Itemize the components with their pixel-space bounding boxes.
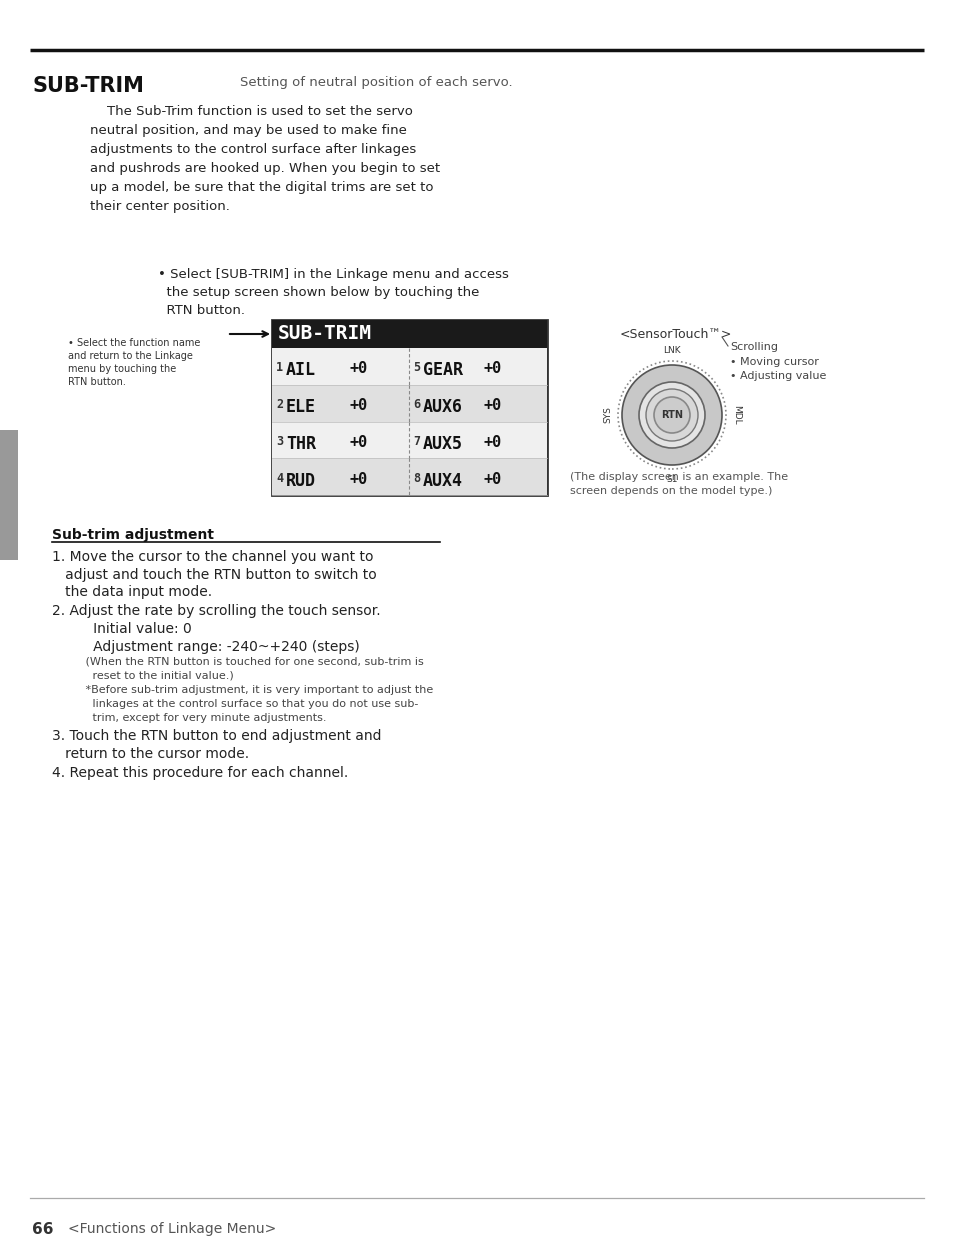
Text: • Moving cursor: • Moving cursor [729,357,818,367]
Text: RUD: RUD [286,472,315,489]
Text: Setting of neutral position of each servo.: Setting of neutral position of each serv… [240,76,512,89]
Text: MDL: MDL [731,405,740,425]
Text: RTN button.: RTN button. [68,377,126,387]
Bar [0,430,18,560]
Text: +0: +0 [350,362,368,377]
Text: RTN button.: RTN button. [158,304,245,317]
Text: AUX6: AUX6 [422,398,462,417]
Text: 66: 66 [32,1222,53,1237]
Text: The Sub-Trim function is used to set the servo: The Sub-Trim function is used to set the… [90,105,413,118]
Text: SUB-TRIM: SUB-TRIM [32,76,144,96]
Text: • Select [SUB-TRIM] in the Linkage menu and access: • Select [SUB-TRIM] in the Linkage menu … [158,268,508,281]
Text: 1. Move the cursor to the channel you want to: 1. Move the cursor to the channel you wa… [52,550,374,564]
Text: <Functions of Linkage Menu>: <Functions of Linkage Menu> [68,1222,276,1236]
Text: trim, except for very minute adjustments.: trim, except for very minute adjustments… [75,713,326,723]
Text: neutral position, and may be used to make fine: neutral position, and may be used to mak… [90,124,406,138]
Text: AUX5: AUX5 [422,435,462,453]
Text: Sub-trim adjustment: Sub-trim adjustment [52,528,213,542]
Bar [272,320,546,348]
Text: and pushrods are hooked up. When you begin to set: and pushrods are hooked up. When you beg… [90,161,439,175]
Text: Initial value: 0: Initial value: 0 [80,622,192,636]
Text: 3: 3 [275,435,283,448]
Text: 6: 6 [413,398,419,412]
Text: 2. Adjust the rate by scrolling the touch sensor.: 2. Adjust the rate by scrolling the touc… [52,604,380,618]
Text: 4. Repeat this procedure for each channel.: 4. Repeat this procedure for each channe… [52,766,348,781]
Text: SYS: SYS [602,407,612,423]
Text: Scrolling: Scrolling [729,342,778,352]
Bar [272,458,546,495]
Text: *Before sub-trim adjustment, it is very important to adjust the: *Before sub-trim adjustment, it is very … [75,686,433,696]
Text: the data input mode.: the data input mode. [52,585,212,599]
Circle shape [654,397,689,433]
Text: adjust and touch the RTN button to switch to: adjust and touch the RTN button to switc… [52,568,376,582]
Text: 2: 2 [275,398,283,412]
Circle shape [645,389,698,442]
Text: menu by touching the: menu by touching the [68,364,176,374]
Text: AUX4: AUX4 [422,472,462,489]
Circle shape [639,382,704,448]
Text: +0: +0 [483,472,501,487]
Text: the setup screen shown below by touching the: the setup screen shown below by touching… [158,286,478,299]
Text: reset to the initial value.): reset to the initial value.) [75,671,233,681]
Text: return to the cursor mode.: return to the cursor mode. [52,747,249,761]
Text: (The display screen is an example. The: (The display screen is an example. The [569,472,787,482]
Text: linkages at the control surface so that you do not use sub-: linkages at the control surface so that … [75,699,418,709]
Text: 4: 4 [275,472,283,484]
Bar [272,385,546,422]
Text: +0: +0 [483,435,501,450]
Bar [272,320,546,495]
Bar [272,422,546,458]
Text: +0: +0 [350,398,368,413]
Text: AIL: AIL [286,362,315,379]
Text: <SensorTouch™>: <SensorTouch™> [619,328,732,342]
Text: (When the RTN button is touched for one second, sub-trim is: (When the RTN button is touched for one … [75,657,423,667]
Text: adjustments to the control surface after linkages: adjustments to the control surface after… [90,143,416,156]
Text: ELE: ELE [286,398,315,417]
Circle shape [621,365,721,465]
Text: S1: S1 [665,475,677,484]
Text: Adjustment range: -240~+240 (steps): Adjustment range: -240~+240 (steps) [80,639,359,653]
Text: 7: 7 [413,435,419,448]
Text: GEAR: GEAR [422,362,462,379]
Text: their center position.: their center position. [90,200,230,213]
Text: RTN: RTN [660,410,682,420]
Text: +0: +0 [350,435,368,450]
Text: +0: +0 [483,398,501,413]
Text: +0: +0 [483,362,501,377]
Text: • Select the function name: • Select the function name [68,338,200,348]
Text: • Adjusting value: • Adjusting value [729,372,825,382]
Text: SUB-TRIM: SUB-TRIM [277,324,372,343]
Text: 1: 1 [275,362,283,374]
Text: 5: 5 [413,362,419,374]
Text: LNK: LNK [662,347,680,355]
Text: +0: +0 [350,472,368,487]
Text: and return to the Linkage: and return to the Linkage [68,352,193,362]
Bar [272,348,546,385]
Text: THR: THR [286,435,315,453]
Text: up a model, be sure that the digital trims are set to: up a model, be sure that the digital tri… [90,181,433,194]
Text: 3. Touch the RTN button to end adjustment and: 3. Touch the RTN button to end adjustmen… [52,729,381,743]
Text: screen depends on the model type.): screen depends on the model type.) [569,485,772,495]
Text: 8: 8 [413,472,419,484]
